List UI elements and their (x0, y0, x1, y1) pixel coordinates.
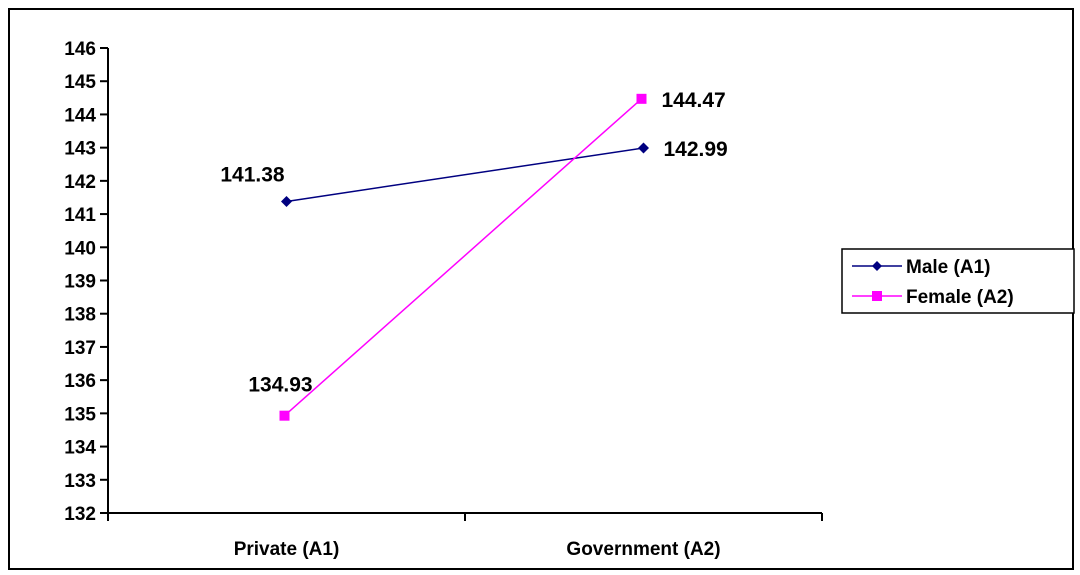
legend-marker (872, 261, 882, 271)
y-tick-label: 137 (64, 338, 96, 359)
data-label: 134.93 (248, 374, 312, 397)
y-tick-label: 140 (64, 238, 96, 259)
y-tick-label: 136 (64, 371, 96, 392)
x-ticks: Private (A1) Government (A2) (107, 513, 823, 560)
data-point-marker (636, 93, 647, 104)
y-tick-label: 145 (64, 72, 96, 93)
x-tick-label: Private (A1) (234, 539, 340, 560)
y-tick-label: 139 (64, 272, 96, 293)
y-tick-label: 134 (64, 438, 96, 459)
series-line-0 (286, 147, 644, 203)
data-point-marker (281, 195, 292, 207)
y-tick-label: 141 (64, 205, 96, 226)
series-line-1 (284, 98, 642, 417)
x-tick-label: Government (A2) (566, 539, 720, 560)
legend: Male (A1) Female (A2) (841, 248, 1075, 314)
legend-box (841, 248, 1075, 314)
data-label: 142.99 (664, 138, 728, 161)
legend-label: Female (A2) (906, 287, 1014, 308)
data-point-marker (279, 410, 290, 421)
y-tick-label: 142 (64, 172, 96, 193)
y-tick-label: 133 (64, 471, 96, 492)
data-label: 144.47 (662, 89, 726, 112)
y-tick-label: 146 (64, 39, 96, 60)
data-label: 141.38 (220, 163, 285, 186)
y-tick-label: 132 (64, 504, 96, 525)
y-tick-label: 143 (64, 139, 96, 160)
y-tick-label: 138 (64, 305, 96, 326)
series-layer: 141.38 142.99 134.93 144.47 (220, 89, 728, 421)
y-tick-label: 135 (64, 404, 96, 425)
legend-label: Male (A1) (906, 257, 990, 278)
data-point-marker (638, 142, 649, 154)
y-ticks: 132 133 134 135 136 137 138 139 140 141 142 143 144 1… (64, 39, 108, 525)
legend-marker (872, 291, 882, 301)
axes (107, 48, 822, 514)
y-tick-label: 144 (64, 105, 96, 126)
